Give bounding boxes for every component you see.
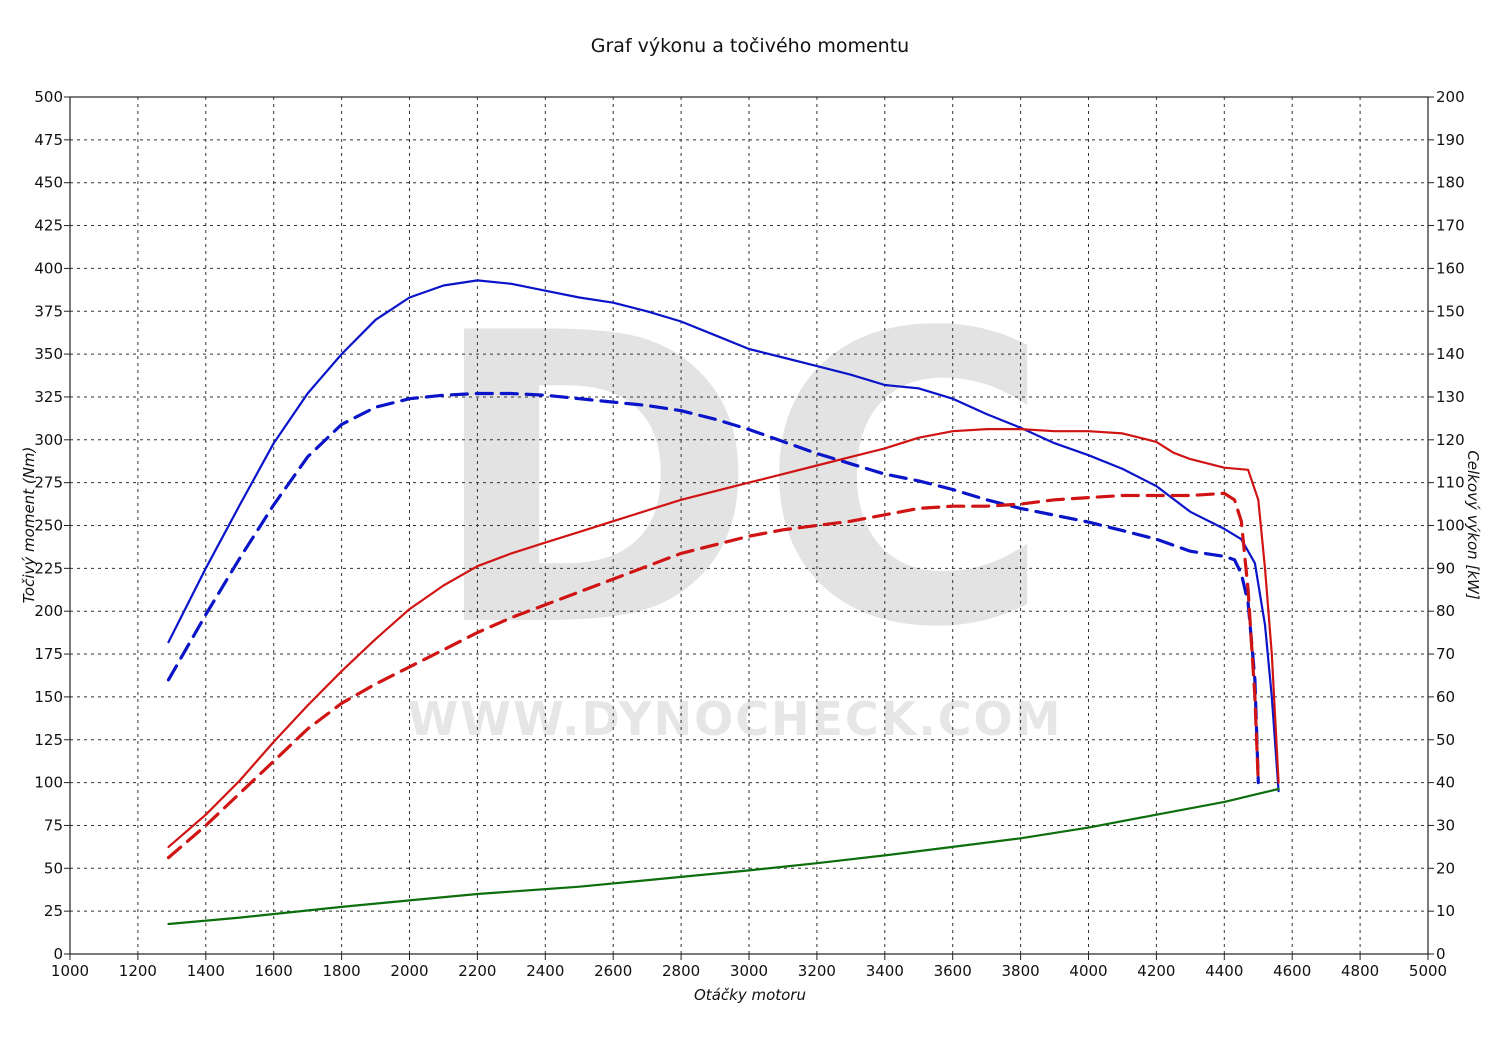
x-tick-label: 3200 bbox=[798, 962, 836, 980]
x-tick-label: 4200 bbox=[1137, 962, 1175, 980]
y-right-tick-label: 40 bbox=[1436, 774, 1455, 792]
y-left-tick-label: 275 bbox=[34, 474, 63, 492]
y-right-tick-label: 150 bbox=[1436, 302, 1465, 320]
y-left-tick-label: 250 bbox=[34, 517, 63, 535]
y-left-tick-label: 100 bbox=[34, 774, 63, 792]
y-right-tick-label: 120 bbox=[1436, 431, 1465, 449]
y-right-tick-label: 90 bbox=[1436, 559, 1455, 577]
x-tick-label: 4400 bbox=[1205, 962, 1243, 980]
y-left-tick-label: 300 bbox=[34, 431, 63, 449]
chart-title: Graf výkonu a točivého momentu bbox=[591, 35, 909, 57]
tick-labels: 1000 1200 1400 1600 1800 2000 2200 2400 2600 2800… bbox=[34, 88, 1464, 980]
y-right-tick-label: 140 bbox=[1436, 345, 1465, 363]
y-left-tick-label: 225 bbox=[34, 559, 63, 577]
x-tick-label: 1200 bbox=[119, 962, 157, 980]
y-right-axis-label: Celkový výkon [kW] bbox=[1464, 450, 1482, 600]
y-left-tick-label: 425 bbox=[34, 217, 63, 235]
y-left-tick-label: 0 bbox=[53, 945, 63, 963]
y-right-tick-label: 170 bbox=[1436, 217, 1465, 235]
y-left-tick-label: 400 bbox=[34, 259, 63, 277]
y-right-tick-label: 30 bbox=[1436, 816, 1455, 834]
x-tick-label: 2800 bbox=[662, 962, 700, 980]
y-left-tick-label: 350 bbox=[34, 345, 63, 363]
y-right-tick-label: 180 bbox=[1436, 174, 1465, 192]
x-tick-label: 2400 bbox=[526, 962, 564, 980]
y-left-tick-label: 25 bbox=[44, 902, 63, 920]
y-right-tick-label: 130 bbox=[1436, 388, 1465, 406]
x-tick-label: 1000 bbox=[51, 962, 89, 980]
series-group bbox=[166, 279, 1280, 926]
x-tick-label: 2200 bbox=[458, 962, 496, 980]
y-right-tick-label: 110 bbox=[1436, 474, 1465, 492]
y-right-tick-label: 10 bbox=[1436, 902, 1455, 920]
y-left-tick-label: 125 bbox=[34, 731, 63, 749]
y-left-tick-label: 325 bbox=[34, 388, 63, 406]
y-right-tick-label: 20 bbox=[1436, 859, 1455, 877]
y-right-tick-label: 200 bbox=[1436, 88, 1465, 106]
x-tick-label: 3400 bbox=[866, 962, 904, 980]
y-left-tick-label: 500 bbox=[34, 88, 63, 106]
x-tick-label: 1400 bbox=[187, 962, 225, 980]
series-line-3 bbox=[167, 428, 1280, 849]
y-right-tick-label: 60 bbox=[1436, 688, 1455, 706]
x-axis-label: Otáčky motoru bbox=[694, 986, 806, 1004]
y-right-tick-label: 160 bbox=[1436, 259, 1465, 277]
y-left-axis-label: Točivý moment (Nm) bbox=[20, 447, 38, 604]
series-line-4 bbox=[166, 491, 1260, 860]
y-right-tick-label: 70 bbox=[1436, 645, 1455, 663]
x-tick-label: 2000 bbox=[390, 962, 428, 980]
series-line-2 bbox=[166, 391, 1260, 785]
series-line-5 bbox=[167, 787, 1280, 926]
x-tick-label: 5000 bbox=[1409, 962, 1447, 980]
y-right-tick-label: 100 bbox=[1436, 517, 1465, 535]
x-tick-label: 2600 bbox=[594, 962, 632, 980]
y-right-tick-label: 50 bbox=[1436, 731, 1455, 749]
y-left-tick-label: 75 bbox=[44, 816, 63, 834]
y-right-tick-label: 80 bbox=[1436, 602, 1455, 620]
grid bbox=[70, 97, 1428, 954]
series-line-1 bbox=[167, 279, 1280, 793]
x-tick-label: 4000 bbox=[1069, 962, 1107, 980]
x-tick-label: 1800 bbox=[323, 962, 361, 980]
watermark: DC WWW.DYNOCHECK.COM bbox=[408, 250, 1063, 746]
x-tick-label: 4600 bbox=[1273, 962, 1311, 980]
y-left-tick-label: 150 bbox=[34, 688, 63, 706]
y-left-tick-label: 50 bbox=[44, 859, 63, 877]
x-tick-label: 1600 bbox=[255, 962, 293, 980]
y-left-tick-label: 200 bbox=[34, 602, 63, 620]
y-right-tick-label: 190 bbox=[1436, 131, 1465, 149]
y-left-tick-label: 475 bbox=[34, 131, 63, 149]
watermark-url: WWW.DYNOCHECK.COM bbox=[408, 692, 1063, 746]
x-tick-label: 4800 bbox=[1341, 962, 1379, 980]
x-tick-label: 3800 bbox=[1002, 962, 1040, 980]
y-right-tick-label: 0 bbox=[1436, 945, 1446, 963]
y-left-tick-label: 375 bbox=[34, 302, 63, 320]
x-tick-label: 3000 bbox=[730, 962, 768, 980]
watermark-logo: DC bbox=[427, 250, 1053, 715]
x-tick-label: 3600 bbox=[934, 962, 972, 980]
y-left-tick-label: 175 bbox=[34, 645, 63, 663]
y-left-tick-label: 450 bbox=[34, 174, 63, 192]
